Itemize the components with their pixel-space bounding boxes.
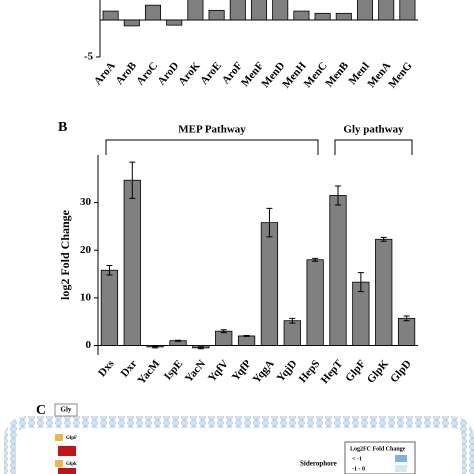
x-tick-label: YqfP [230, 358, 254, 384]
node [58, 446, 76, 456]
error-bar [220, 329, 227, 334]
error-bar [175, 339, 181, 342]
bar [123, 19, 140, 27]
bar [250, 0, 268, 21]
gly-label: Gly [61, 406, 72, 414]
glpk-box [55, 460, 63, 467]
x-tick-label: AroE [198, 60, 224, 87]
x-tick-label: GlpF [343, 358, 368, 385]
x-tick-label: Dxs [96, 357, 117, 379]
bar [229, 0, 246, 21]
x-tick-label: YqfV [206, 358, 231, 384]
bar [260, 222, 279, 346]
node [58, 468, 76, 474]
x-tick-label: YacN [183, 358, 208, 385]
y-tick-label: 10 [80, 291, 92, 303]
bars [102, 0, 416, 27]
bar [314, 12, 331, 21]
siderophore-label: Siderophore [300, 460, 337, 468]
bar [215, 330, 233, 346]
bar [399, 0, 416, 21]
y-tick-label: 20 [80, 244, 92, 256]
error-bar [289, 317, 296, 324]
bar [187, 0, 204, 21]
x-tick-label: AroB [113, 59, 139, 87]
x-tick-label: MenG [386, 60, 415, 91]
bar [237, 335, 256, 346]
y-axis-label: log2 Fold Change [58, 209, 72, 300]
x-tick-label: HepT [319, 357, 346, 386]
error-bar [266, 207, 273, 238]
membrane [4, 416, 474, 474]
y-tick-label: -5 [84, 51, 94, 63]
legend-item: -1 - 0 [352, 466, 365, 472]
bar [375, 238, 393, 346]
bar [335, 12, 352, 21]
error-bar [380, 236, 387, 242]
error-bar [312, 257, 319, 262]
x-tick-label: IspE [162, 358, 185, 383]
annotation: MEP Pathway [178, 124, 246, 136]
bar [356, 0, 374, 21]
legend-swatch [395, 465, 407, 472]
error-bar [129, 161, 136, 199]
error-bar [152, 345, 159, 349]
error-bar [403, 315, 410, 322]
gly-box [54, 403, 78, 417]
x-tick-label: AroK [176, 60, 203, 88]
bars [100, 179, 416, 349]
error-bar [357, 272, 364, 293]
error-bar [335, 185, 341, 206]
bar [100, 269, 119, 346]
bar [378, 0, 395, 21]
bar [272, 0, 289, 21]
error-bar [106, 264, 113, 276]
chart: -5AroAAroBAroCAroDAroKAroEAroFMenFMenDMe… [84, 0, 418, 91]
glpf-label: GlpF [66, 436, 77, 441]
x-tick-label: GlpD [388, 358, 414, 385]
x-tick-label: MenC [302, 60, 330, 90]
x-tick-label: HepS [297, 358, 323, 385]
bar [306, 259, 324, 346]
panel-c: C Gly GlpF Glpk Siderophore Log2FC Fold … [4, 403, 474, 474]
bar [397, 317, 416, 346]
error-bar [243, 334, 250, 337]
panel-label: C [36, 403, 46, 418]
bar [144, 4, 162, 21]
bar [293, 10, 310, 21]
error-bar [197, 346, 204, 350]
glpk-label: Glpk [66, 462, 77, 467]
bar [123, 179, 141, 346]
x-tick-label: YqgA [251, 358, 277, 386]
x-tick-label: AroA [92, 60, 118, 88]
x-tick-label: YacM [136, 357, 163, 386]
bar [208, 9, 225, 21]
legend-item: < -1 [352, 456, 362, 462]
y-tick-label: 0 [86, 339, 92, 351]
legend-title: Log2FC Fold Change [350, 446, 406, 452]
annotation: Gly pathway [343, 124, 404, 136]
x-tick-label: AroC [134, 60, 160, 88]
x-tick-label: MenB [323, 59, 351, 89]
panel-label: B [58, 120, 67, 135]
bar [283, 320, 301, 346]
bracket [105, 139, 319, 155]
bar [166, 19, 183, 26]
bracket [334, 139, 413, 155]
y-tick-label: 30 [80, 196, 92, 208]
x-tick-label: GlpK [365, 358, 391, 386]
bar [329, 195, 347, 346]
x-tick-label: YqjD [275, 358, 300, 384]
bar [102, 10, 119, 21]
glpf-box [55, 434, 63, 441]
legend-swatch [395, 455, 407, 462]
x-tick-label: AroD [155, 60, 181, 88]
